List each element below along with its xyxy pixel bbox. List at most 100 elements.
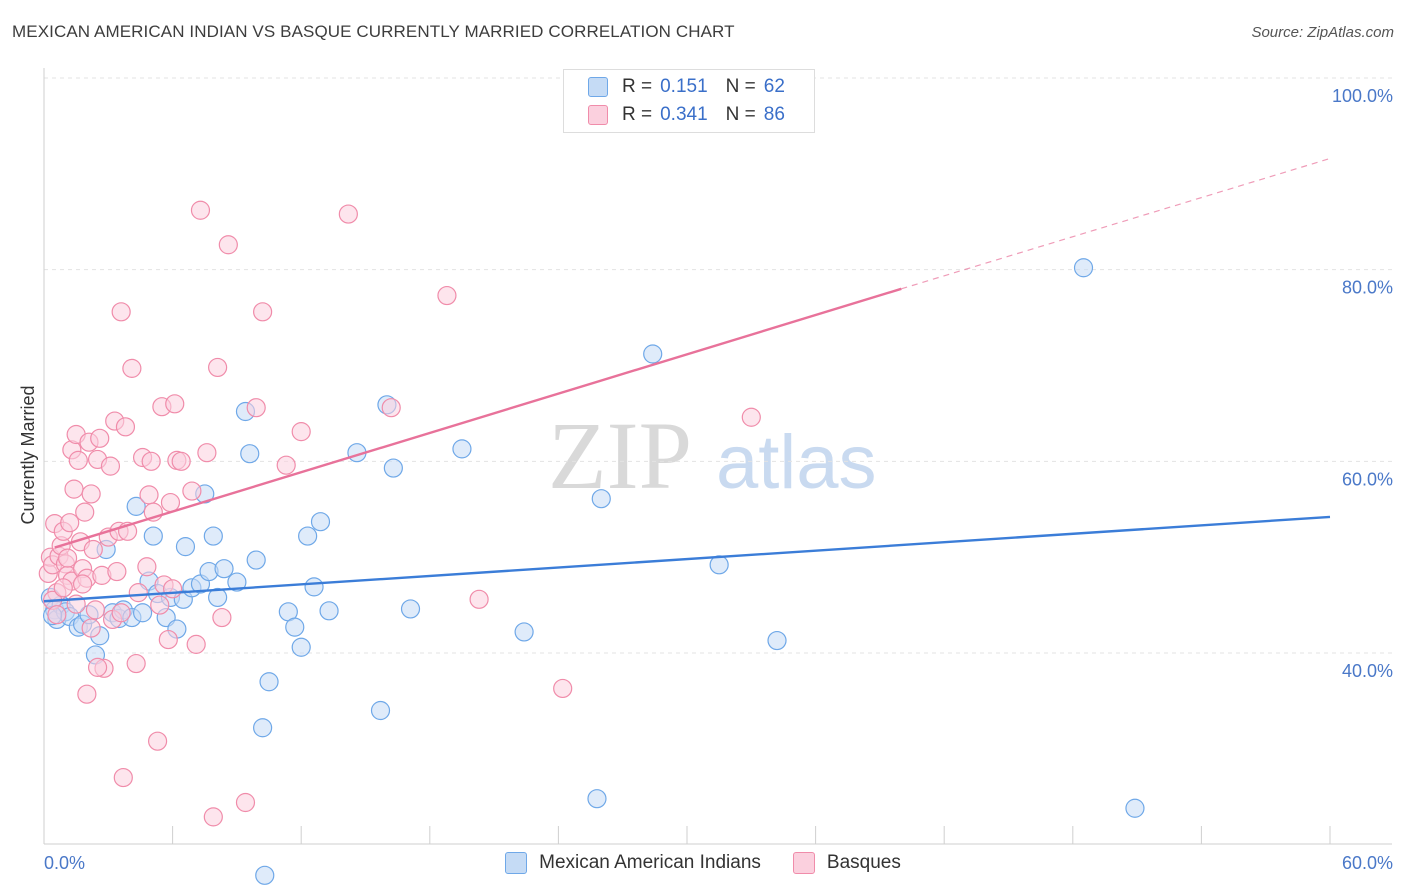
point-basque — [381, 398, 401, 418]
trend-lines — [43, 157, 1331, 603]
point-mexican — [253, 718, 273, 738]
point-basque — [338, 204, 358, 224]
legend-swatch-mexican — [505, 852, 528, 874]
point-mexican — [175, 537, 196, 557]
point-mexican — [246, 550, 266, 570]
legend-n-value: 62 — [763, 76, 785, 97]
point-basque — [60, 513, 80, 533]
point-mexican — [285, 617, 305, 637]
point-basque — [469, 589, 489, 609]
legend-item-basques: Basques — [792, 852, 901, 874]
point-basque — [186, 634, 206, 654]
point-mexican — [126, 496, 146, 516]
legend-swatch-basques — [792, 852, 815, 874]
point-mexican — [227, 572, 247, 592]
legend-row-basques: R = 0.341 N = 86 — [588, 104, 785, 126]
legend-label-mexican: Mexican American Indians — [539, 852, 761, 873]
legend-n-value: 86 — [763, 104, 785, 125]
point-mexican — [132, 603, 153, 623]
watermark-zip: ZIP — [548, 402, 692, 509]
point-basque — [111, 603, 131, 623]
y-tick-label: 100.0% — [1332, 86, 1393, 106]
point-basque — [83, 539, 103, 560]
point-basque — [276, 455, 296, 475]
point-basque — [75, 502, 95, 522]
legend-n-label: N = — [725, 104, 756, 125]
point-basque — [81, 618, 101, 638]
point-mexican — [1125, 798, 1145, 818]
point-basque — [85, 600, 106, 620]
point-mexican — [203, 526, 223, 546]
point-basque — [147, 731, 168, 751]
point-mexican — [400, 599, 421, 619]
legend-swatch-mexican — [588, 77, 608, 97]
point-basque — [111, 302, 131, 322]
point-basque — [253, 302, 273, 322]
point-mexican — [370, 700, 391, 721]
point-basque — [68, 450, 88, 470]
point-basque — [235, 792, 256, 813]
legend-swatch-basques — [588, 105, 608, 125]
legend-n-label: N = — [725, 76, 756, 97]
point-basque — [197, 443, 217, 463]
chart-title: MEXICAN AMERICAN INDIAN VS BASQUE CURREN… — [12, 22, 735, 41]
point-basque — [160, 492, 181, 513]
point-basque — [212, 607, 232, 628]
point-basque — [163, 579, 183, 599]
point-basque — [141, 451, 161, 471]
data-points — [38, 79, 1145, 885]
point-mexican — [240, 444, 260, 464]
legend-item-mexican: Mexican American Indians — [505, 852, 761, 874]
point-basque — [57, 548, 78, 568]
point-mexican — [298, 526, 318, 546]
y-tick-label: 60.0% — [1342, 469, 1393, 489]
point-mexican — [291, 637, 311, 657]
legend-r-value: 0.341 — [660, 104, 708, 125]
point-basque — [115, 417, 136, 437]
point-mexican — [259, 672, 279, 692]
point-mexican — [591, 489, 611, 509]
point-mexican — [319, 601, 339, 621]
y-axis-label: Currently Married — [18, 385, 38, 524]
point-mexican — [304, 577, 324, 597]
point-basque — [203, 807, 223, 827]
point-basque — [171, 451, 191, 471]
point-basque — [81, 484, 101, 504]
trend-line-basque — [54, 287, 902, 549]
point-basque — [64, 479, 84, 499]
point-mexican — [143, 526, 163, 546]
point-basque — [150, 595, 170, 615]
watermark-atlas: atlas — [716, 420, 877, 505]
point-basque — [139, 485, 159, 505]
point-basque — [437, 285, 457, 306]
watermark: ZIP atlas — [548, 402, 877, 509]
point-mexican — [587, 789, 607, 809]
point-basque — [182, 481, 202, 501]
trend-extension-basque — [901, 157, 1331, 290]
axes — [43, 68, 1392, 845]
point-basque — [291, 422, 311, 442]
point-mexican — [208, 587, 228, 608]
point-basque — [246, 398, 266, 418]
y-tick-label: 40.0% — [1342, 661, 1393, 681]
legend-r-label: R = — [622, 104, 653, 125]
source-label: Source: ZipAtlas.com — [1251, 24, 1394, 41]
point-mexican — [310, 512, 331, 532]
point-basque — [77, 684, 97, 704]
point-basque — [158, 629, 178, 650]
point-mexican — [214, 559, 234, 579]
legend-row-mexican: R = 0.151 N = 62 — [588, 76, 785, 98]
trend-line-mexican — [43, 515, 1331, 603]
x-tick-label: 0.0% — [44, 853, 85, 873]
point-basque — [90, 428, 110, 448]
point-basque — [126, 653, 146, 674]
legend-r-value: 0.151 — [660, 76, 708, 97]
point-basque — [208, 357, 228, 378]
point-basque — [128, 583, 148, 603]
point-basque — [122, 358, 142, 378]
point-basque — [107, 561, 127, 582]
point-mexican — [383, 458, 403, 478]
point-mexican — [1073, 258, 1094, 278]
point-basque — [47, 605, 67, 625]
